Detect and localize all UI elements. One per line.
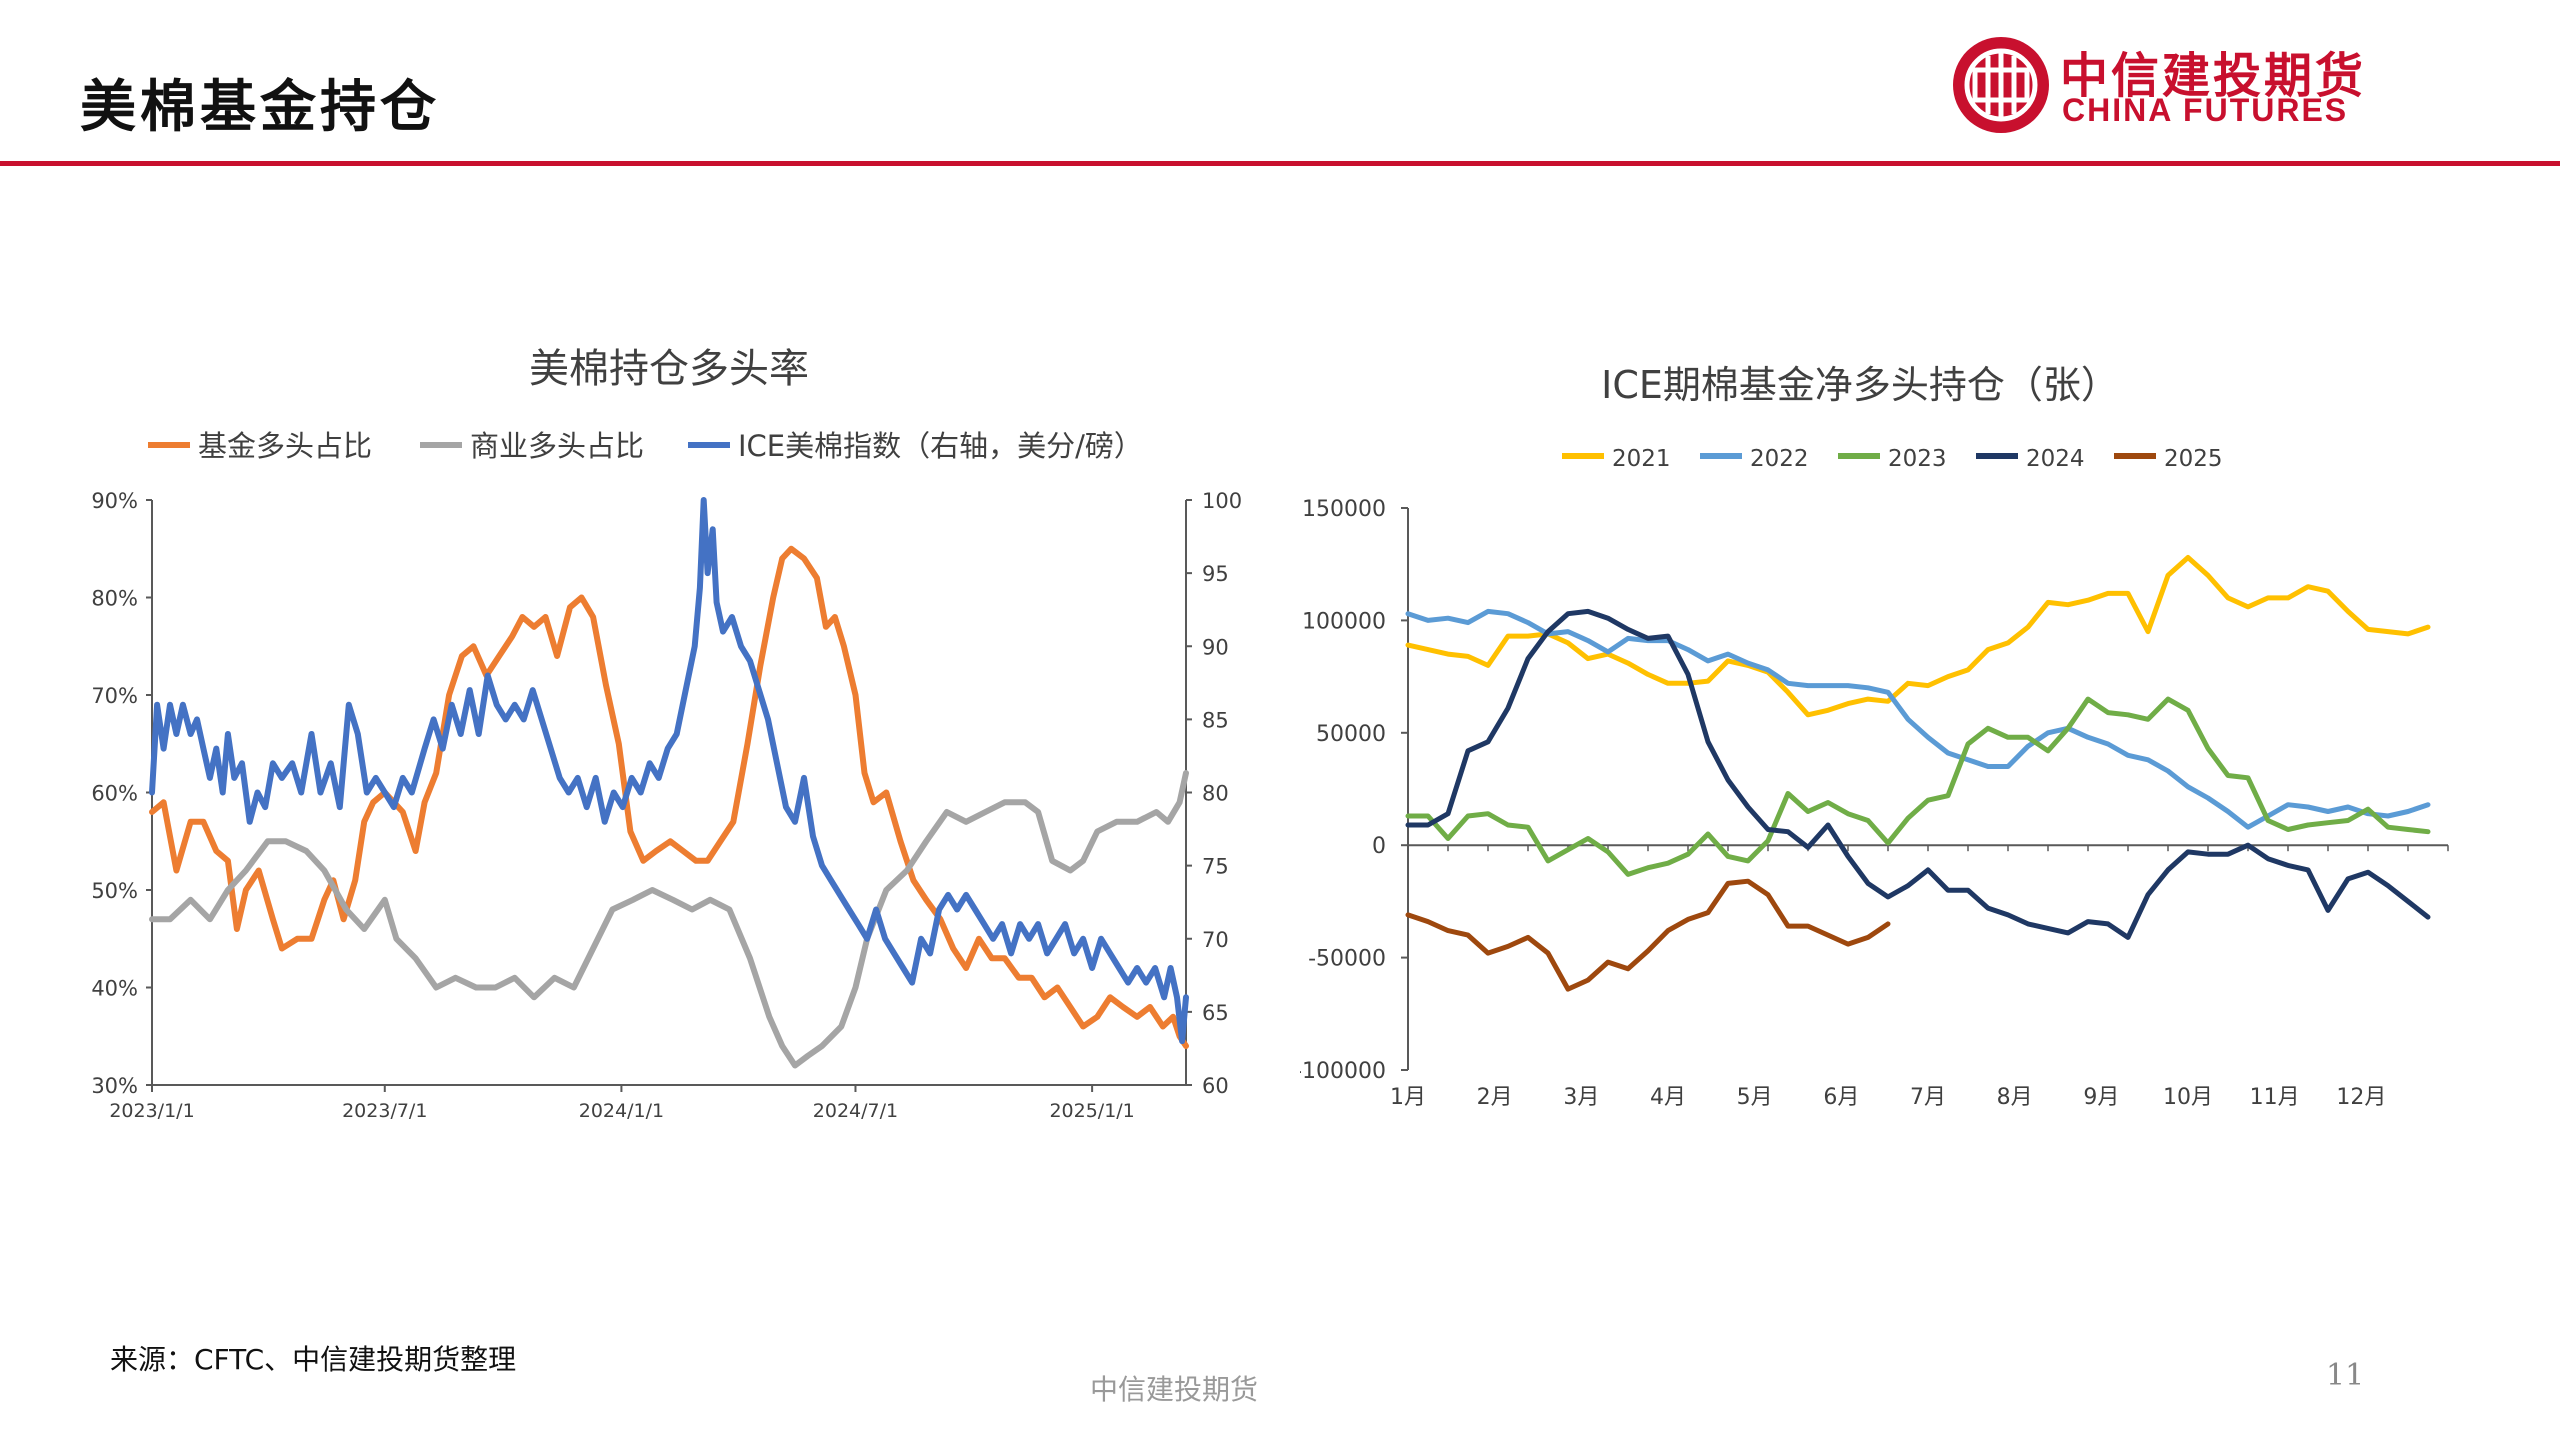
- x-tick-label: 1月: [1390, 1085, 1426, 1110]
- source-note: 来源：CFTC、中信建投期货整理: [110, 1343, 517, 1376]
- y-right-tick-label: 85: [1202, 708, 1229, 732]
- y-tick-label: 50000: [1316, 722, 1386, 747]
- legend-item: 基金多头占比: [148, 429, 372, 463]
- series-line-2021: [1405, 555, 2431, 718]
- legend-item: 2023: [1838, 446, 1947, 472]
- ice-cotton-index-line: [149, 497, 1189, 1045]
- legend-label: 商业多头占比: [470, 429, 644, 463]
- y-left-tick-label: 50%: [91, 879, 138, 903]
- series-line-2024: [1405, 608, 2431, 940]
- y-left-tick-label: 80%: [91, 587, 138, 611]
- x-tick-label: 2023/1/1: [109, 1100, 194, 1122]
- y-tick-label: -50000: [1308, 947, 1386, 972]
- y-right-tick-label: 95: [1202, 562, 1229, 586]
- legend-label: ICE美棉指数（右轴，美分/磅）: [738, 429, 1143, 463]
- series-line-2022: [1405, 608, 2431, 830]
- fund-long-ratio-line: [149, 545, 1189, 1049]
- y-tick-label: -100000: [1300, 1059, 1386, 1084]
- x-tick-label: 8月: [1997, 1085, 2033, 1110]
- y-tick-label: 100000: [1302, 609, 1386, 634]
- legend-item: 2022: [1700, 446, 1809, 472]
- legend-label: 基金多头占比: [198, 429, 372, 463]
- series-line-2025: [1405, 878, 1891, 992]
- commercial-long-ratio-line: [149, 770, 1189, 1069]
- legend-item: ICE美棉指数（右轴，美分/磅）: [688, 429, 1143, 463]
- x-tick-label: 2024/7/1: [813, 1100, 898, 1122]
- y-tick-label: 0: [1372, 834, 1386, 859]
- x-tick-label: 5月: [1737, 1085, 1773, 1110]
- y-right-tick-label: 60: [1202, 1074, 1229, 1098]
- brand-name-cn: 中信建投期货: [2060, 48, 2367, 104]
- y-right-tick-label: 70: [1202, 928, 1229, 952]
- legend-label: 2021: [1612, 446, 1671, 472]
- legend-label: 2022: [1750, 446, 1809, 472]
- x-tick-label: 9月: [2083, 1085, 2119, 1110]
- y-right-tick-label: 75: [1202, 855, 1229, 879]
- legend-label: 2024: [2026, 446, 2085, 472]
- legend-item: 2024: [1976, 446, 2085, 472]
- x-tick-label: 2月: [1477, 1085, 1513, 1110]
- x-tick-label: 10月: [2163, 1085, 2213, 1110]
- brand-emblem-icon: [1953, 37, 2049, 133]
- y-left-tick-label: 30%: [91, 1074, 138, 1098]
- x-tick-label: 2025/1/1: [1049, 1100, 1134, 1122]
- y-right-tick-label: 80: [1202, 782, 1229, 806]
- legend-item: 2025: [2114, 446, 2223, 472]
- footer-brand: 中信建投期货: [1090, 1373, 1259, 1406]
- y-left-tick-label: 70%: [91, 684, 138, 708]
- net-long-position-chart: ICE期棉基金净多头持仓（张） 2021 2022 2023 2024 2025 -1000…: [1300, 363, 2449, 1110]
- chart-title: 美棉持仓多头率: [529, 346, 809, 392]
- legend-label: 2025: [2164, 446, 2223, 472]
- chart-title: ICE期棉基金净多头持仓（张）: [1601, 363, 2119, 407]
- y-left-tick-label: 40%: [91, 977, 138, 1001]
- legend-item: 2021: [1562, 446, 1671, 472]
- x-tick-label: 6月: [1823, 1085, 1859, 1110]
- legend-label: 2023: [1888, 446, 1947, 472]
- x-tick-label: 7月: [1910, 1085, 1946, 1110]
- series-line-2023: [1405, 696, 2431, 877]
- brand-logo: 中信建投期货 CHINA FUTURES: [1948, 34, 2388, 134]
- page-number: 11: [2326, 1358, 2365, 1393]
- y-right-tick-label: 90: [1202, 635, 1229, 659]
- x-tick-label: 12月: [2336, 1085, 2386, 1110]
- slide-title: 美棉基金持仓: [80, 75, 440, 140]
- x-tick-label: 3月: [1563, 1085, 1599, 1110]
- y-right-tick-label: 100: [1202, 489, 1242, 513]
- y-tick-label: 150000: [1302, 497, 1386, 522]
- legend-item: 商业多头占比: [420, 429, 644, 463]
- x-tick-label: 2024/1/1: [579, 1100, 664, 1122]
- y-left-tick-label: 60%: [91, 782, 138, 806]
- brand-name-en: CHINA FUTURES: [2062, 92, 2349, 128]
- x-tick-label: 4月: [1650, 1085, 1686, 1110]
- y-left-tick-label: 90%: [91, 489, 138, 513]
- x-tick-label: 11月: [2250, 1085, 2300, 1110]
- y-right-tick-label: 65: [1202, 1001, 1229, 1025]
- x-tick-label: 2023/7/1: [342, 1100, 427, 1122]
- title-rule: [0, 161, 2560, 166]
